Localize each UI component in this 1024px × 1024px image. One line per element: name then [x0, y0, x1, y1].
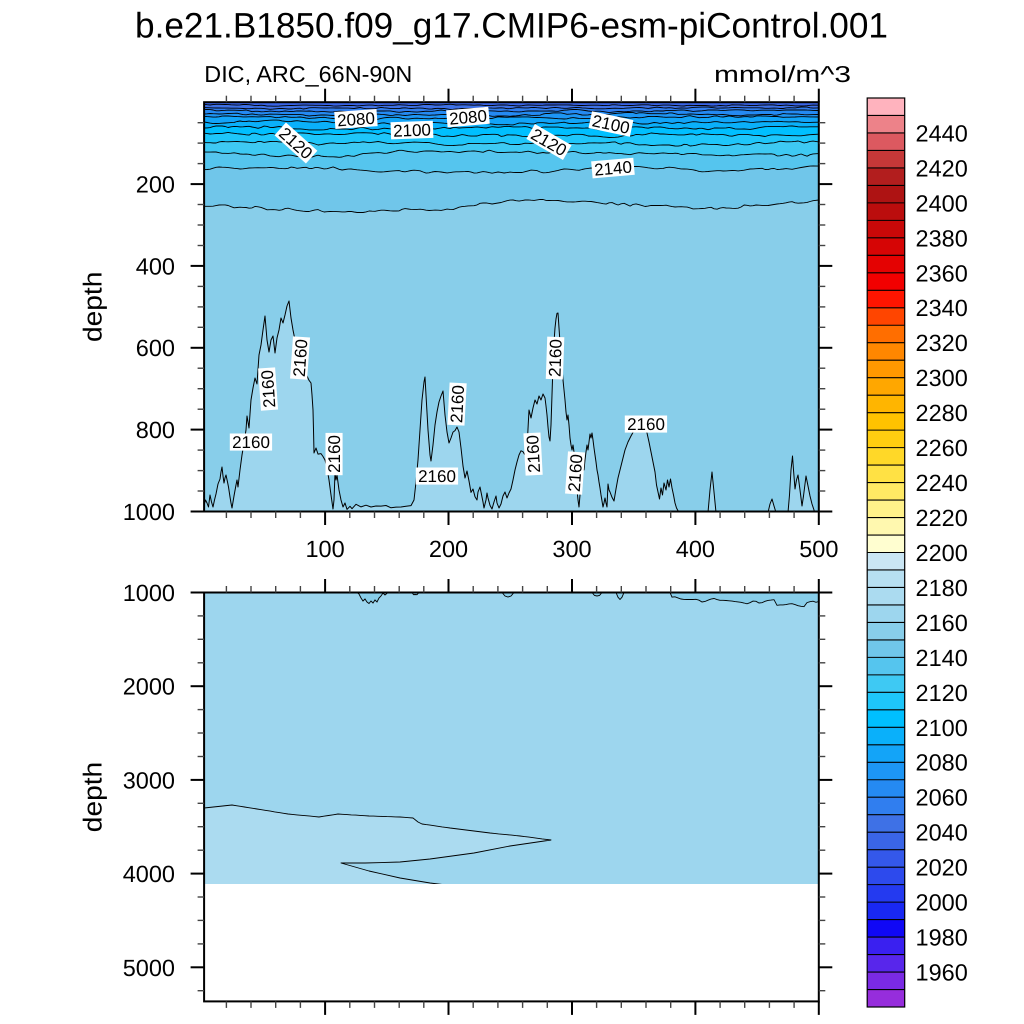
svg-text:2160: 2160: [565, 454, 587, 493]
svg-text:2100: 2100: [916, 715, 968, 741]
svg-text:2440: 2440: [916, 120, 968, 146]
svg-text:2340: 2340: [916, 295, 968, 321]
svg-text:1980: 1980: [916, 925, 968, 951]
svg-text:2140: 2140: [916, 645, 968, 671]
svg-text:2220: 2220: [916, 505, 968, 531]
svg-text:depth: depth: [78, 762, 108, 832]
svg-text:2420: 2420: [916, 155, 968, 181]
svg-text:1000: 1000: [123, 499, 175, 525]
svg-text:2160: 2160: [232, 433, 270, 452]
svg-text:2060: 2060: [916, 785, 968, 811]
svg-text:2160: 2160: [627, 415, 665, 434]
svg-text:2160: 2160: [523, 435, 544, 474]
svg-text:2020: 2020: [916, 855, 968, 881]
svg-text:200: 200: [429, 536, 468, 562]
svg-text:2080: 2080: [916, 750, 968, 776]
svg-text:b.e21.B1850.f09_g17.CMIP6-esm-: b.e21.B1850.f09_g17.CMIP6-esm-piControl.…: [135, 5, 888, 45]
svg-text:2160: 2160: [916, 610, 968, 636]
svg-text:300: 300: [552, 536, 591, 562]
svg-text:5000: 5000: [123, 955, 175, 981]
svg-text:800: 800: [136, 417, 175, 443]
svg-text:2180: 2180: [916, 575, 968, 601]
svg-text:2280: 2280: [916, 400, 968, 426]
svg-text:400: 400: [676, 536, 715, 562]
svg-text:2160: 2160: [545, 339, 565, 377]
svg-text:1000: 1000: [123, 580, 175, 606]
svg-text:100: 100: [305, 536, 344, 562]
svg-text:2000: 2000: [123, 674, 175, 700]
svg-text:2160: 2160: [290, 339, 312, 378]
svg-text:3000: 3000: [123, 767, 175, 793]
svg-text:depth: depth: [78, 272, 108, 342]
svg-text:2200: 2200: [916, 540, 968, 566]
svg-text:400: 400: [136, 253, 175, 279]
svg-text:1960: 1960: [916, 960, 968, 986]
svg-text:2160: 2160: [258, 369, 280, 408]
svg-text:600: 600: [136, 335, 175, 361]
svg-text:4000: 4000: [123, 861, 175, 887]
svg-text:DIC, ARC_66N-90N: DIC, ARC_66N-90N: [204, 61, 412, 87]
svg-text:2160: 2160: [325, 435, 344, 473]
svg-text:2160: 2160: [418, 467, 456, 486]
svg-text:2140: 2140: [593, 157, 632, 179]
svg-text:2380: 2380: [916, 225, 968, 251]
svg-text:200: 200: [136, 172, 175, 198]
svg-text:2040: 2040: [916, 820, 968, 846]
svg-text:2080: 2080: [448, 106, 487, 128]
svg-text:2080: 2080: [337, 109, 376, 131]
svg-text:2100: 2100: [393, 120, 431, 140]
svg-text:2360: 2360: [916, 260, 968, 286]
svg-text:2300: 2300: [916, 365, 968, 391]
svg-text:2320: 2320: [916, 330, 968, 356]
svg-text:2400: 2400: [916, 190, 968, 216]
svg-text:2240: 2240: [916, 470, 968, 496]
svg-text:2000: 2000: [916, 890, 968, 916]
svg-text:mmol/m^3: mmol/m^3: [714, 61, 851, 87]
svg-text:2120: 2120: [916, 680, 968, 706]
svg-text:2260: 2260: [916, 435, 968, 461]
svg-text:500: 500: [799, 536, 838, 562]
svg-text:2160: 2160: [447, 385, 468, 424]
